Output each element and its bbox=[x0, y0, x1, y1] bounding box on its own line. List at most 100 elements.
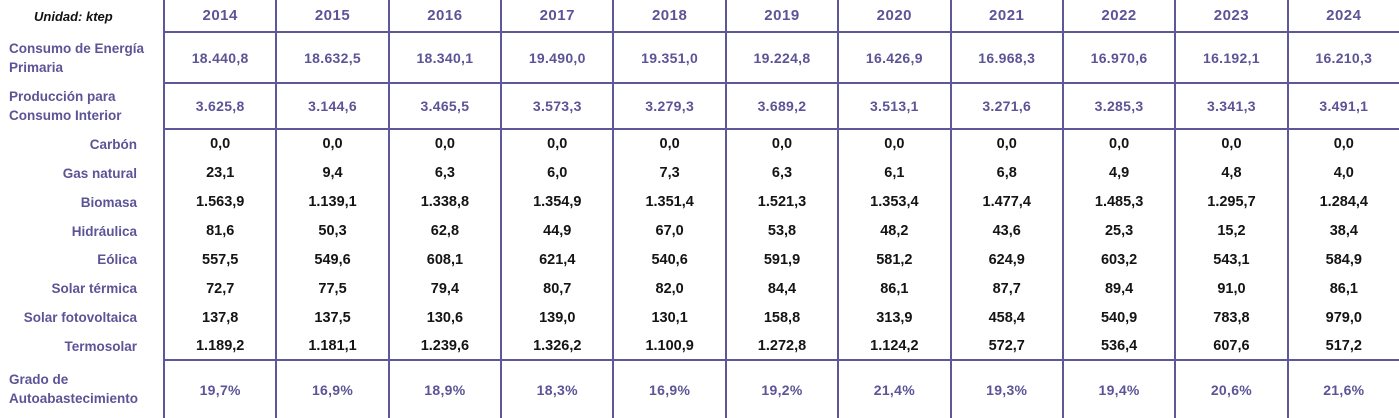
value-cell: 82,0 bbox=[612, 274, 724, 304]
value-cell: 1.139,1 bbox=[275, 187, 387, 217]
value-cell: 19.351,0 bbox=[612, 33, 725, 84]
value-cell: 6,3 bbox=[724, 158, 837, 188]
value-cell: 621,4 bbox=[500, 245, 612, 275]
value-cell: 1.354,9 bbox=[500, 187, 612, 217]
value-cell: 608,1 bbox=[387, 245, 500, 275]
value-cell: 3.271,6 bbox=[949, 84, 1062, 130]
value-cell: 80,7 bbox=[500, 274, 612, 304]
value-cell: 4,0 bbox=[1286, 158, 1399, 188]
value-cell: 67,0 bbox=[612, 216, 724, 246]
value-cell: 44,9 bbox=[500, 216, 612, 246]
value-cell: 4,8 bbox=[1174, 158, 1286, 188]
value-cell: 3.465,5 bbox=[387, 84, 501, 130]
value-cell: 18.632,5 bbox=[275, 33, 388, 84]
value-cell: 16,9% bbox=[275, 361, 387, 418]
row-label: Carbón bbox=[89, 136, 137, 152]
value-cell: 48,2 bbox=[837, 216, 949, 246]
row-label: Solar fotovoltaica bbox=[23, 310, 137, 326]
value-cell: 81,6 bbox=[163, 216, 275, 246]
value-cell: 3.491,1 bbox=[1286, 84, 1399, 130]
value-cell: 19,2% bbox=[724, 361, 837, 418]
value-cell: 1.181,1 bbox=[275, 332, 388, 361]
value-cell: 1.100,9 bbox=[612, 332, 725, 361]
value-cell: 1.485,3 bbox=[1061, 187, 1174, 217]
value-cell: 1.295,7 bbox=[1174, 187, 1286, 217]
year-header: 2015 bbox=[275, 0, 388, 33]
value-cell: 43,6 bbox=[949, 216, 1062, 246]
row-label: Solar térmica bbox=[51, 281, 137, 297]
value-cell: 1.284,4 bbox=[1286, 187, 1399, 217]
value-cell: 50,3 bbox=[275, 216, 387, 246]
value-cell: 1.477,4 bbox=[949, 187, 1062, 217]
value-cell: 0,0 bbox=[163, 130, 275, 159]
value-cell: 3.285,3 bbox=[1061, 84, 1175, 130]
value-cell: 4,9 bbox=[1061, 158, 1174, 188]
value-cell: 607,6 bbox=[1174, 332, 1287, 361]
value-cell: 15,2 bbox=[1174, 216, 1286, 246]
value-cell: 540,9 bbox=[1061, 303, 1174, 333]
value-cell: 23,1 bbox=[163, 158, 275, 188]
value-cell: 458,4 bbox=[949, 303, 1062, 333]
row-label: Hidráulica bbox=[71, 223, 137, 239]
row-label: Termosolar bbox=[64, 339, 137, 355]
value-cell: 1.326,2 bbox=[500, 332, 613, 361]
value-cell: 543,1 bbox=[1174, 245, 1286, 275]
value-cell: 0,0 bbox=[612, 130, 724, 159]
value-cell: 783,8 bbox=[1174, 303, 1286, 333]
value-cell: 3.279,3 bbox=[612, 84, 725, 130]
value-cell: 89,4 bbox=[1061, 274, 1174, 304]
value-cell: 86,1 bbox=[837, 274, 949, 304]
value-cell: 91,0 bbox=[1174, 274, 1286, 304]
value-cell: 979,0 bbox=[1286, 303, 1399, 333]
value-cell: 18,3% bbox=[500, 361, 612, 418]
value-cell: 87,7 bbox=[949, 274, 1062, 304]
value-cell: 0,0 bbox=[724, 130, 837, 159]
year-header: 2023 bbox=[1174, 0, 1287, 33]
value-cell: 572,7 bbox=[949, 332, 1062, 361]
row-label: Eólica bbox=[97, 252, 137, 268]
value-cell: 0,0 bbox=[1174, 130, 1286, 159]
value-cell: 3.513,1 bbox=[837, 84, 950, 130]
value-cell: 6,1 bbox=[837, 158, 949, 188]
value-cell: 3.341,3 bbox=[1174, 84, 1287, 130]
value-cell: 1.338,8 bbox=[387, 187, 500, 217]
value-cell: 16.210,3 bbox=[1286, 33, 1399, 84]
value-cell: 0,0 bbox=[275, 130, 387, 159]
value-cell: 20,6% bbox=[1174, 361, 1286, 418]
value-cell: 19,4% bbox=[1061, 361, 1174, 418]
value-cell: 16.426,9 bbox=[837, 33, 950, 84]
value-cell: 1.239,6 bbox=[387, 332, 501, 361]
row-label: Gas natural bbox=[62, 165, 137, 181]
value-cell: 16.968,3 bbox=[949, 33, 1062, 84]
value-cell: 130,1 bbox=[612, 303, 724, 333]
value-cell: 0,0 bbox=[949, 130, 1062, 159]
value-cell: 137,8 bbox=[163, 303, 275, 333]
value-cell: 6,8 bbox=[949, 158, 1062, 188]
year-header: 2020 bbox=[837, 0, 950, 33]
value-cell: 21,6% bbox=[1286, 361, 1399, 418]
value-cell: 72,7 bbox=[163, 274, 275, 304]
year-header: 2018 bbox=[612, 0, 725, 33]
value-cell: 9,4 bbox=[275, 158, 387, 188]
value-cell: 517,2 bbox=[1286, 332, 1399, 361]
value-cell: 19.490,0 bbox=[500, 33, 613, 84]
value-cell: 21,4% bbox=[837, 361, 949, 418]
value-cell: 6,3 bbox=[387, 158, 500, 188]
value-cell: 139,0 bbox=[500, 303, 612, 333]
value-cell: 16,9% bbox=[612, 361, 724, 418]
unit-label: Unidad: ktep bbox=[34, 9, 113, 24]
value-cell: 38,4 bbox=[1286, 216, 1399, 246]
value-cell: 1.563,9 bbox=[163, 187, 275, 217]
value-cell: 536,4 bbox=[1061, 332, 1175, 361]
value-cell: 18.440,8 bbox=[163, 33, 276, 84]
value-cell: 1.124,2 bbox=[837, 332, 950, 361]
row-label: Consumo de Energía Primaria bbox=[9, 40, 145, 75]
value-cell: 18,9% bbox=[387, 361, 500, 418]
year-header: 2014 bbox=[163, 0, 276, 33]
year-header: 2019 bbox=[724, 0, 838, 33]
year-header: 2022 bbox=[1061, 0, 1175, 33]
value-cell: 3.144,6 bbox=[275, 84, 388, 130]
value-cell: 3.689,2 bbox=[724, 84, 838, 130]
value-cell: 0,0 bbox=[837, 130, 949, 159]
